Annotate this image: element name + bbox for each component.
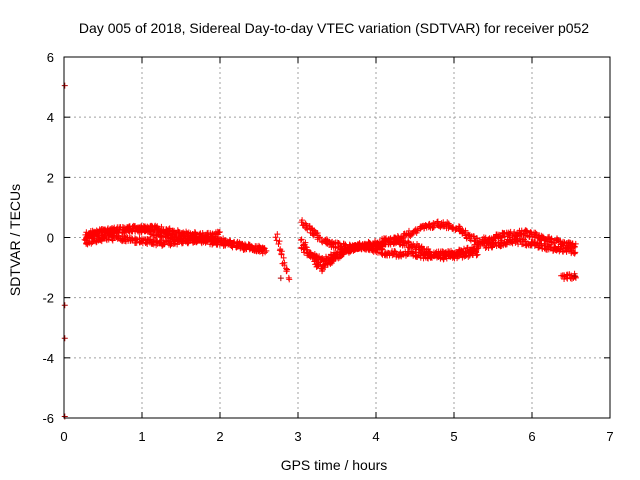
data-point: [276, 238, 283, 245]
y-tick-label: -2: [42, 291, 54, 306]
data-point: [422, 222, 429, 229]
data-point: [473, 249, 480, 256]
data-point: [501, 233, 508, 240]
data-point: [414, 227, 421, 234]
data-point: [126, 223, 133, 230]
data-point: [109, 237, 116, 244]
data-point: [261, 245, 268, 252]
data-point: [283, 268, 290, 275]
data-point: [239, 244, 246, 251]
data-point: [149, 240, 156, 247]
data-point: [184, 240, 191, 247]
data-point: [281, 262, 288, 269]
data-point: [302, 225, 309, 232]
y-axis-label: SDTVAR / TECUs: [7, 184, 23, 296]
data-point: [405, 227, 412, 234]
y-tick-label: -4: [42, 351, 54, 366]
data-point: [340, 250, 347, 257]
x-tick-label: 3: [294, 429, 301, 444]
data-point: [572, 243, 579, 250]
data-point: [316, 253, 323, 260]
data-point: [572, 249, 579, 256]
x-tick-label: 6: [528, 429, 535, 444]
data-point: [316, 234, 323, 241]
outlier-point: [61, 82, 68, 89]
y-tick-label: 4: [47, 110, 54, 125]
x-tick-label: 1: [138, 429, 145, 444]
data-point: [226, 237, 233, 244]
data-point: [527, 228, 534, 235]
x-tick-label: 2: [216, 429, 223, 444]
data-point: [558, 272, 565, 279]
data-point: [430, 224, 437, 231]
data-point: [286, 276, 293, 283]
outlier-point: [61, 302, 68, 309]
data-point: [532, 229, 539, 236]
data-point: [304, 226, 311, 233]
data-point: [471, 233, 478, 240]
axis-ticks: 0 1 2 3 4 5 6 7 -6 -4 -2 0 2 4 6: [42, 50, 613, 444]
data-point: [531, 239, 538, 246]
data-point: [492, 240, 499, 247]
x-tick-label: 7: [606, 429, 613, 444]
y-tick-label: 0: [47, 231, 54, 246]
y-tick-label: 2: [47, 170, 54, 185]
data-point: [303, 244, 310, 251]
data-point: [301, 249, 308, 256]
data-point: [463, 235, 470, 242]
data-point: [509, 240, 516, 247]
data-point: [236, 240, 243, 247]
data-point: [302, 243, 309, 250]
x-axis-label: GPS time / hours: [281, 457, 388, 473]
data-point: [456, 223, 463, 230]
outlier-point: [61, 413, 68, 420]
data-point: [81, 236, 88, 243]
data-point: [299, 217, 306, 224]
y-tick-label: -6: [42, 411, 54, 426]
data-point: [391, 247, 398, 254]
data-point: [572, 240, 579, 247]
data-point: [113, 228, 120, 235]
data-point: [275, 240, 282, 247]
data-point: [273, 237, 280, 244]
data-point: [365, 246, 372, 253]
data-points: [61, 82, 579, 420]
data-point: [155, 231, 162, 238]
data-point: [465, 253, 472, 260]
data-point: [391, 235, 398, 242]
chart-title: Day 005 of 2018, Sidereal Day-to-day VTE…: [79, 20, 589, 36]
x-tick-label: 5: [450, 429, 457, 444]
outlier-point: [61, 335, 68, 342]
data-point: [297, 237, 304, 244]
data-point: [146, 236, 153, 243]
x-tick-label: 4: [372, 429, 379, 444]
data-point: [129, 223, 136, 230]
data-point: [497, 243, 504, 250]
data-point: [216, 229, 223, 236]
data-point: [115, 229, 122, 236]
data-point: [571, 250, 578, 257]
outlier-point: [571, 273, 578, 280]
data-point: [568, 244, 575, 251]
data-point: [533, 231, 540, 238]
outlier-point: [277, 275, 284, 282]
data-point: [392, 248, 399, 255]
data-point: [541, 240, 548, 247]
data-point: [473, 235, 480, 242]
data-point: [278, 251, 285, 258]
data-point: [465, 231, 472, 238]
data-point: [570, 249, 577, 256]
data-point: [361, 240, 368, 247]
x-tick-label: 0: [60, 429, 67, 444]
data-point: [274, 231, 281, 238]
data-point: [110, 227, 117, 234]
data-point: [280, 254, 287, 261]
y-tick-label: 6: [47, 50, 54, 65]
data-point: [298, 236, 305, 243]
data-point: [457, 251, 464, 258]
data-point: [215, 233, 222, 240]
data-point: [158, 223, 165, 230]
data-point: [272, 234, 279, 241]
